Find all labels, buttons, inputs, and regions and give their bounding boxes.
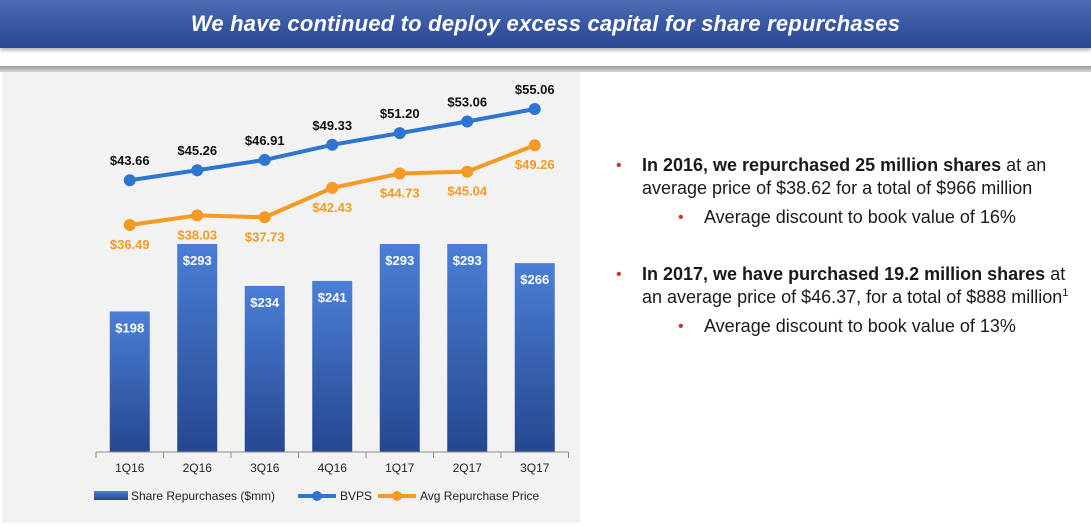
- x-tick-label-1Q16: 1Q16: [115, 461, 145, 475]
- bar-label-1Q16: $198: [115, 320, 144, 335]
- bar-label-1Q17: $293: [385, 253, 414, 268]
- data-label-avg-repurchase-price-1Q16: $36.49: [110, 237, 150, 252]
- legend-label-bvps: BVPS: [340, 489, 372, 503]
- legend-label-share-repurchases: Share Repurchases ($mm): [131, 489, 275, 503]
- data-label-avg-repurchase-price-1Q17: $44.73: [380, 186, 420, 201]
- x-tick-label-3Q17: 3Q17: [520, 461, 550, 475]
- x-tick-label-3Q16: 3Q16: [250, 461, 280, 475]
- bullet-2016-text: at an average price of $38.62 for a tota…: [642, 155, 1047, 198]
- bar-4Q16: [312, 280, 353, 452]
- point-bvps-1Q17: [393, 127, 406, 140]
- legend-marker-avg-repurchase-price: [392, 491, 402, 501]
- point-avg-repurchase-price-2Q17: [461, 165, 474, 178]
- bar-label-3Q17: $266: [520, 272, 549, 287]
- data-label-avg-repurchase-price-3Q17: $49.26: [515, 157, 555, 172]
- x-tick-label-4Q16: 4Q16: [318, 461, 348, 475]
- point-avg-repurchase-price-3Q17: [528, 139, 541, 152]
- point-bvps-2Q17: [461, 115, 474, 128]
- sub-bullet-2017-text: Average discount to book value of 13%: [704, 316, 1016, 336]
- footnote-marker: 1: [1062, 287, 1069, 299]
- x-tick-label-1Q17: 1Q17: [385, 461, 415, 475]
- bullet-2017-text: at an average price of $46.37, for a tot…: [642, 264, 1066, 307]
- data-label-bvps-1Q17: $51.20: [380, 106, 420, 121]
- sub-bullet-2017: • Average discount to book value of 13%: [612, 315, 1082, 338]
- legend-label-avg-repurchase-price: Avg Repurchase Price: [420, 489, 540, 503]
- title-bar: We have continued to deploy excess capit…: [0, 0, 1091, 48]
- point-avg-repurchase-price-1Q17: [393, 167, 406, 180]
- legend-marker-bvps: [312, 491, 322, 501]
- data-label-bvps-3Q17: $55.06: [515, 82, 555, 97]
- sub-bullet-dot: •: [678, 318, 684, 335]
- x-tick-label-2Q16: 2Q16: [183, 461, 213, 475]
- bar-3Q17: [514, 263, 555, 452]
- bar-3Q16: [244, 285, 285, 452]
- point-avg-repurchase-price-3Q16: [258, 211, 271, 224]
- bar-1Q16: [109, 311, 150, 452]
- data-label-avg-repurchase-price-3Q16: $37.73: [245, 229, 285, 244]
- bullet-2017-bold: In 2017, we have purchased 19.2 million …: [642, 264, 1046, 284]
- bullet-dot: •: [616, 157, 622, 174]
- point-avg-repurchase-price-4Q16: [326, 181, 339, 194]
- bullet-dot: •: [616, 266, 622, 283]
- point-bvps-4Q16: [326, 138, 339, 151]
- bar-label-2Q17: $293: [453, 253, 482, 268]
- bullet-list: • In 2016, we repurchased 25 million sha…: [612, 154, 1082, 338]
- data-label-avg-repurchase-price-2Q16: $38.03: [177, 227, 217, 242]
- data-label-avg-repurchase-price-2Q17: $45.04: [447, 184, 488, 199]
- x-tick-label-2Q17: 2Q17: [453, 461, 483, 475]
- bar-2Q16: [177, 244, 218, 452]
- bar-1Q17: [379, 244, 420, 452]
- bullet-2016: • In 2016, we repurchased 25 million sha…: [612, 154, 1082, 200]
- sub-bullet-2016-text: Average discount to book value of 16%: [704, 207, 1016, 227]
- bullet-2017: • In 2017, we have purchased 19.2 millio…: [612, 263, 1082, 309]
- combo-chart: $198 $293 $234 $241 $293 $293 $266 $43.66 $45.2…: [94, 82, 569, 503]
- data-label-avg-repurchase-price-4Q16: $42.43: [312, 200, 352, 215]
- point-avg-repurchase-price-2Q16: [191, 209, 204, 222]
- point-bvps-2Q16: [191, 164, 204, 177]
- bar-label-4Q16: $241: [318, 290, 347, 305]
- bar-label-2Q16: $293: [183, 253, 212, 268]
- point-avg-repurchase-price-1Q16: [123, 219, 136, 231]
- sub-bullet-dot: •: [678, 209, 684, 226]
- page-title: We have continued to deploy excess capit…: [190, 11, 901, 36]
- point-bvps-3Q16: [258, 153, 271, 166]
- legend-swatch-share-repurchases: [94, 491, 128, 500]
- bar-label-3Q16: $234: [250, 295, 280, 310]
- data-label-bvps-3Q16: $46.91: [245, 133, 285, 148]
- divider-line: [0, 66, 1091, 72]
- data-label-bvps-2Q16: $45.26: [177, 143, 217, 158]
- sub-bullet-2016: • Average discount to book value of 16%: [612, 206, 1082, 229]
- point-bvps-3Q17: [528, 103, 541, 115]
- bullet-2016-bold: In 2016, we repurchased 25 million share…: [642, 155, 1002, 175]
- data-label-bvps-1Q16: $43.66: [110, 153, 150, 168]
- data-label-bvps-4Q16: $49.33: [312, 118, 352, 133]
- point-bvps-1Q16: [123, 174, 136, 187]
- data-label-bvps-2Q17: $53.06: [447, 94, 487, 109]
- bar-2Q17: [447, 244, 488, 452]
